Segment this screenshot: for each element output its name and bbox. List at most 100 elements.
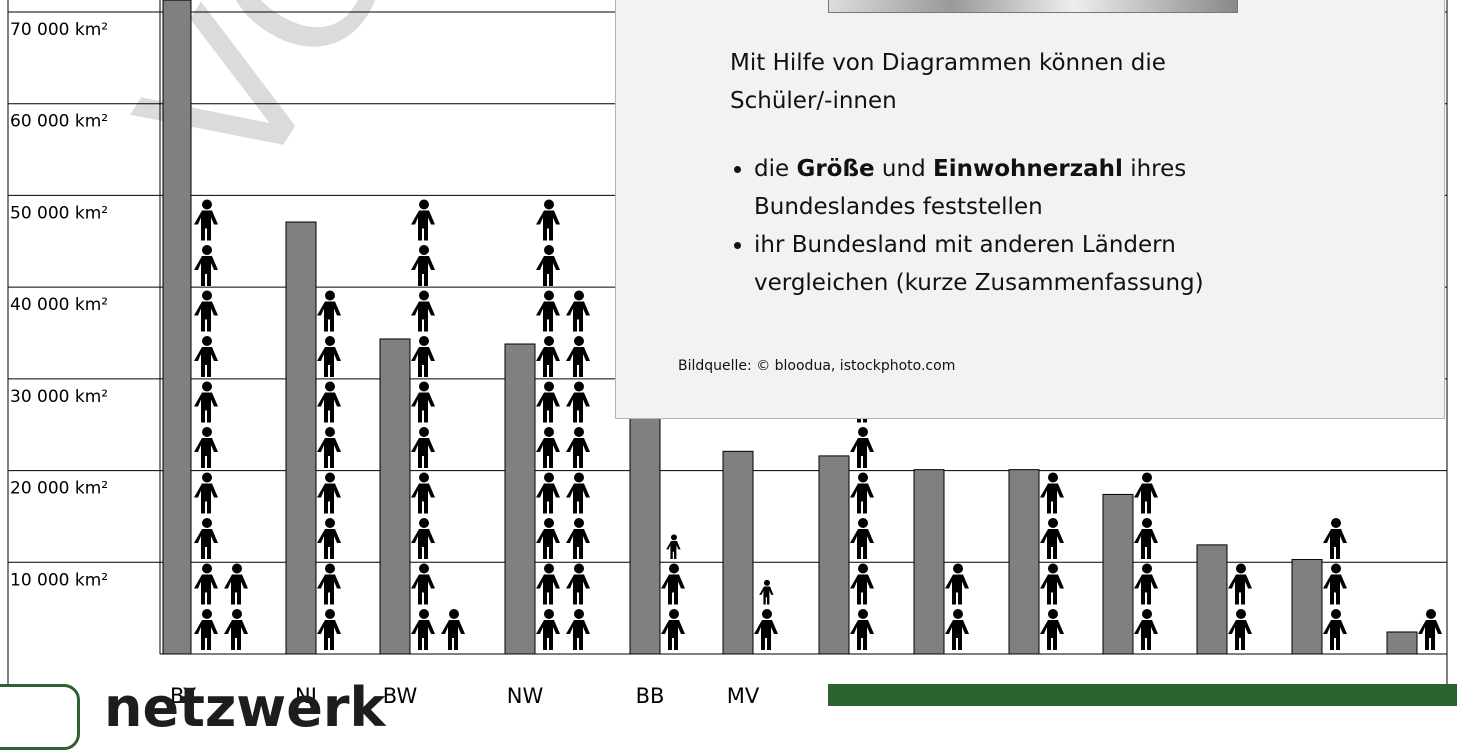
person-icon (1040, 564, 1064, 605)
person-icon (411, 564, 435, 605)
bar (630, 382, 660, 654)
person-icon (566, 564, 590, 605)
icon-body (536, 256, 560, 286)
icon-head (574, 518, 584, 528)
icon-head (202, 291, 212, 301)
person-icon (194, 245, 218, 286)
icon-body (317, 438, 341, 468)
icon-body (1040, 484, 1064, 514)
icon-head (1142, 518, 1152, 528)
image-source: Bildquelle: © bloodua, istockphoto.com (678, 358, 955, 374)
person-icon (536, 336, 560, 377)
icon-head (544, 291, 554, 301)
icon-body (1040, 620, 1064, 650)
person-icon (1323, 609, 1347, 650)
icon-body (317, 575, 341, 605)
person-icon (850, 564, 874, 605)
y-tick-label: 60 000 km² (10, 112, 108, 132)
icon-body (661, 575, 685, 605)
person-icon (411, 382, 435, 423)
bullet: ihr Bundesland mit anderen Ländern vergl… (754, 226, 1314, 302)
icon-body (566, 347, 590, 377)
icon-body (194, 211, 218, 241)
icon-head (1331, 518, 1341, 528)
person-icon (566, 336, 590, 377)
person-icon (194, 200, 218, 241)
person-icon (441, 609, 465, 650)
bar (1103, 494, 1133, 654)
icon-body (945, 575, 969, 605)
person-icon (850, 609, 874, 650)
icon-head (419, 200, 429, 210)
icon-head (953, 609, 963, 619)
person-icon (1228, 564, 1252, 605)
bullet-text: Einwohnerzahl (933, 156, 1123, 182)
icon-body (536, 393, 560, 423)
person-icon (411, 336, 435, 377)
bar (163, 0, 191, 654)
icon-head (1048, 609, 1058, 619)
icon-head (1048, 518, 1058, 528)
person-icon (666, 534, 680, 559)
person-icon (566, 382, 590, 423)
icon-body (411, 575, 435, 605)
icon-head (574, 564, 584, 574)
icon-body (1323, 575, 1347, 605)
icon-head (574, 609, 584, 619)
person-icon (317, 382, 341, 423)
icon-body (194, 256, 218, 286)
person-icon (194, 336, 218, 377)
icon-head (325, 564, 335, 574)
bar (1009, 470, 1039, 654)
person-icon (566, 427, 590, 468)
icon-head (953, 564, 963, 574)
icon-head (449, 609, 459, 619)
icon-body (661, 620, 685, 650)
person-icon (194, 564, 218, 605)
icon-body (566, 393, 590, 423)
person-icon (759, 580, 773, 605)
person-icon (411, 518, 435, 559)
person-icon (1134, 564, 1158, 605)
icon-head (419, 291, 429, 301)
icon-head (202, 245, 212, 255)
icon-body (754, 620, 778, 650)
icon-head (669, 609, 679, 619)
person-icon (1040, 609, 1064, 650)
icon-body (317, 302, 341, 332)
person-icon (317, 427, 341, 468)
icon-head (419, 473, 429, 483)
icon-head (232, 609, 242, 619)
person-icon (194, 427, 218, 468)
icon-head (1142, 564, 1152, 574)
icon-head (544, 518, 554, 528)
icon-head (574, 382, 584, 392)
icon-head (232, 564, 242, 574)
icon-body (411, 347, 435, 377)
icon-body (317, 484, 341, 514)
icon-head (574, 291, 584, 301)
icon-body (536, 438, 560, 468)
icon-body (536, 347, 560, 377)
page: VO10 000 km²20 000 km²30 000 km²40 000 k… (0, 0, 1457, 706)
icon-body (194, 620, 218, 650)
bullet-text: ihr Bundesland mit anderen Ländern vergl… (754, 232, 1204, 296)
icon-head (544, 336, 554, 346)
person-icon (224, 609, 248, 650)
y-tick-label: 70 000 km² (10, 20, 108, 40)
person-icon (536, 382, 560, 423)
icon-head (419, 518, 429, 528)
bullet-text: Größe (796, 156, 874, 182)
icon-head (544, 245, 554, 255)
icon-body (1323, 529, 1347, 559)
icon-head (325, 609, 335, 619)
icon-body (1134, 575, 1158, 605)
photo (828, 0, 1238, 13)
icon-body (666, 541, 680, 559)
icon-head (202, 564, 212, 574)
bar (505, 344, 535, 654)
icon-body (536, 575, 560, 605)
icon-head (202, 518, 212, 528)
y-tick-label: 40 000 km² (10, 295, 108, 315)
person-icon (536, 518, 560, 559)
